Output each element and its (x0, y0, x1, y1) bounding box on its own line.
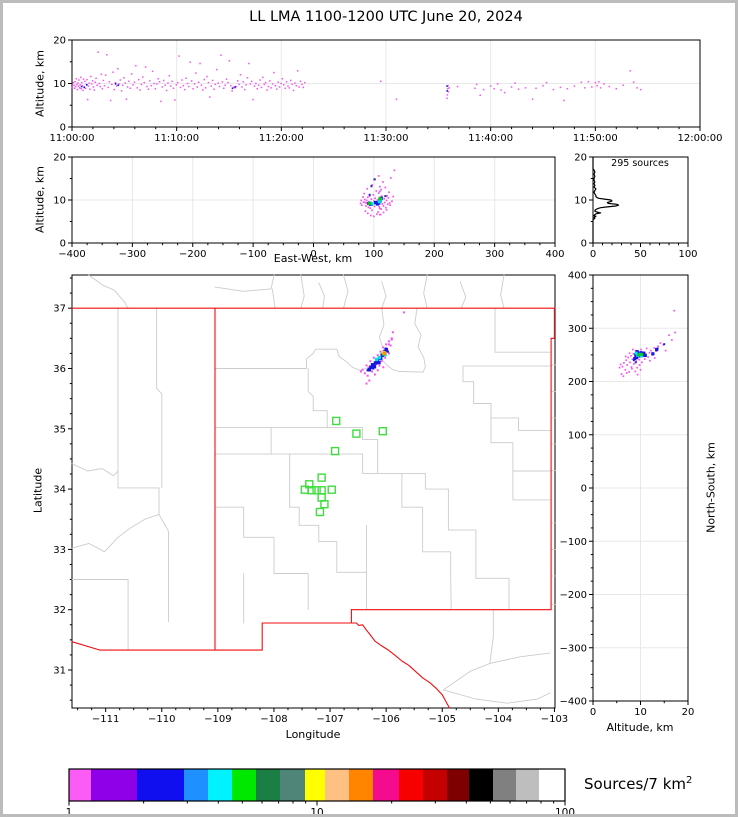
svg-text:12:00:00: 12:00:00 (678, 133, 723, 144)
svg-text:20: 20 (574, 153, 587, 164)
svg-text:0: 0 (581, 484, 587, 495)
svg-text:400: 400 (568, 271, 587, 282)
svg-text:−107: −107 (316, 714, 343, 725)
ew-panel-xlabel: East-West, km (273, 252, 353, 265)
svg-text:−400: −400 (58, 249, 85, 260)
svg-text:50: 50 (634, 249, 647, 260)
svg-text:−103: −103 (541, 714, 568, 725)
svg-text:400: 400 (545, 249, 564, 260)
histogram-source-count: 295 sources (611, 158, 669, 169)
svg-text:0: 0 (60, 239, 66, 250)
svg-text:11:50:00: 11:50:00 (573, 133, 618, 144)
svg-text:0: 0 (590, 707, 596, 718)
svg-text:10: 10 (574, 196, 587, 207)
map-xlabel: Longitude (285, 728, 341, 741)
svg-text:−100: −100 (560, 537, 587, 548)
svg-text:−400: −400 (560, 697, 587, 708)
svg-text:34: 34 (53, 485, 66, 496)
svg-text:33: 33 (53, 545, 66, 556)
svg-text:0: 0 (590, 249, 596, 260)
svg-text:11:10:00: 11:10:00 (154, 133, 199, 144)
svg-text:100: 100 (568, 430, 587, 441)
svg-text:0: 0 (581, 239, 587, 250)
svg-text:10: 10 (53, 79, 66, 90)
svg-text:−200: −200 (179, 249, 206, 260)
svg-text:−105: −105 (429, 714, 456, 725)
colorbar-label: Sources/7 km2 (584, 775, 693, 793)
svg-text:11:00:00: 11:00:00 (50, 133, 95, 144)
svg-text:1: 1 (66, 807, 73, 817)
svg-text:10: 10 (53, 196, 66, 207)
svg-text:200: 200 (425, 249, 444, 260)
svg-text:−300: −300 (119, 249, 146, 260)
svg-text:10: 10 (310, 807, 323, 817)
svg-text:0: 0 (60, 123, 66, 134)
figure-title: LL LMA 1100-1200 UTC June 20, 2024 (249, 9, 523, 25)
svg-text:−104: −104 (485, 714, 512, 725)
svg-text:100: 100 (364, 249, 383, 260)
svg-text:20: 20 (53, 153, 66, 164)
svg-text:36: 36 (53, 364, 66, 375)
svg-text:11:30:00: 11:30:00 (364, 133, 409, 144)
svg-text:100: 100 (678, 249, 697, 260)
svg-text:35: 35 (53, 424, 66, 435)
svg-text:−109: −109 (204, 714, 231, 725)
svg-text:31: 31 (53, 666, 66, 677)
svg-text:37: 37 (53, 304, 66, 315)
svg-text:−200: −200 (560, 590, 587, 601)
svg-text:−106: −106 (372, 714, 399, 725)
map-ylabel: Latitude (31, 467, 45, 514)
svg-text:20: 20 (53, 36, 66, 47)
svg-text:200: 200 (568, 377, 587, 388)
svg-text:−111: −111 (92, 714, 119, 725)
ew-panel-ylabel: Altitude, km (33, 165, 47, 234)
svg-text:100: 100 (555, 807, 575, 817)
svg-text:20: 20 (682, 707, 695, 718)
ns-panel-ylabel: North-South, km (704, 442, 718, 533)
svg-text:−100: −100 (239, 249, 266, 260)
svg-text:−110: −110 (148, 714, 175, 725)
svg-text:11:40:00: 11:40:00 (468, 133, 513, 144)
time-panel-ylabel: Altitude, km (33, 49, 47, 118)
svg-text:−300: −300 (560, 643, 587, 654)
svg-text:300: 300 (485, 249, 504, 260)
ns-panel-xlabel: Altitude, km (606, 721, 674, 734)
svg-text:0: 0 (310, 249, 316, 260)
svg-text:10: 10 (634, 707, 647, 718)
colorbar-label-exponent: 2 (686, 775, 693, 786)
svg-text:32: 32 (53, 605, 66, 616)
svg-text:11:20:00: 11:20:00 (259, 133, 304, 144)
svg-text:300: 300 (568, 324, 587, 335)
svg-text:−108: −108 (260, 714, 287, 725)
